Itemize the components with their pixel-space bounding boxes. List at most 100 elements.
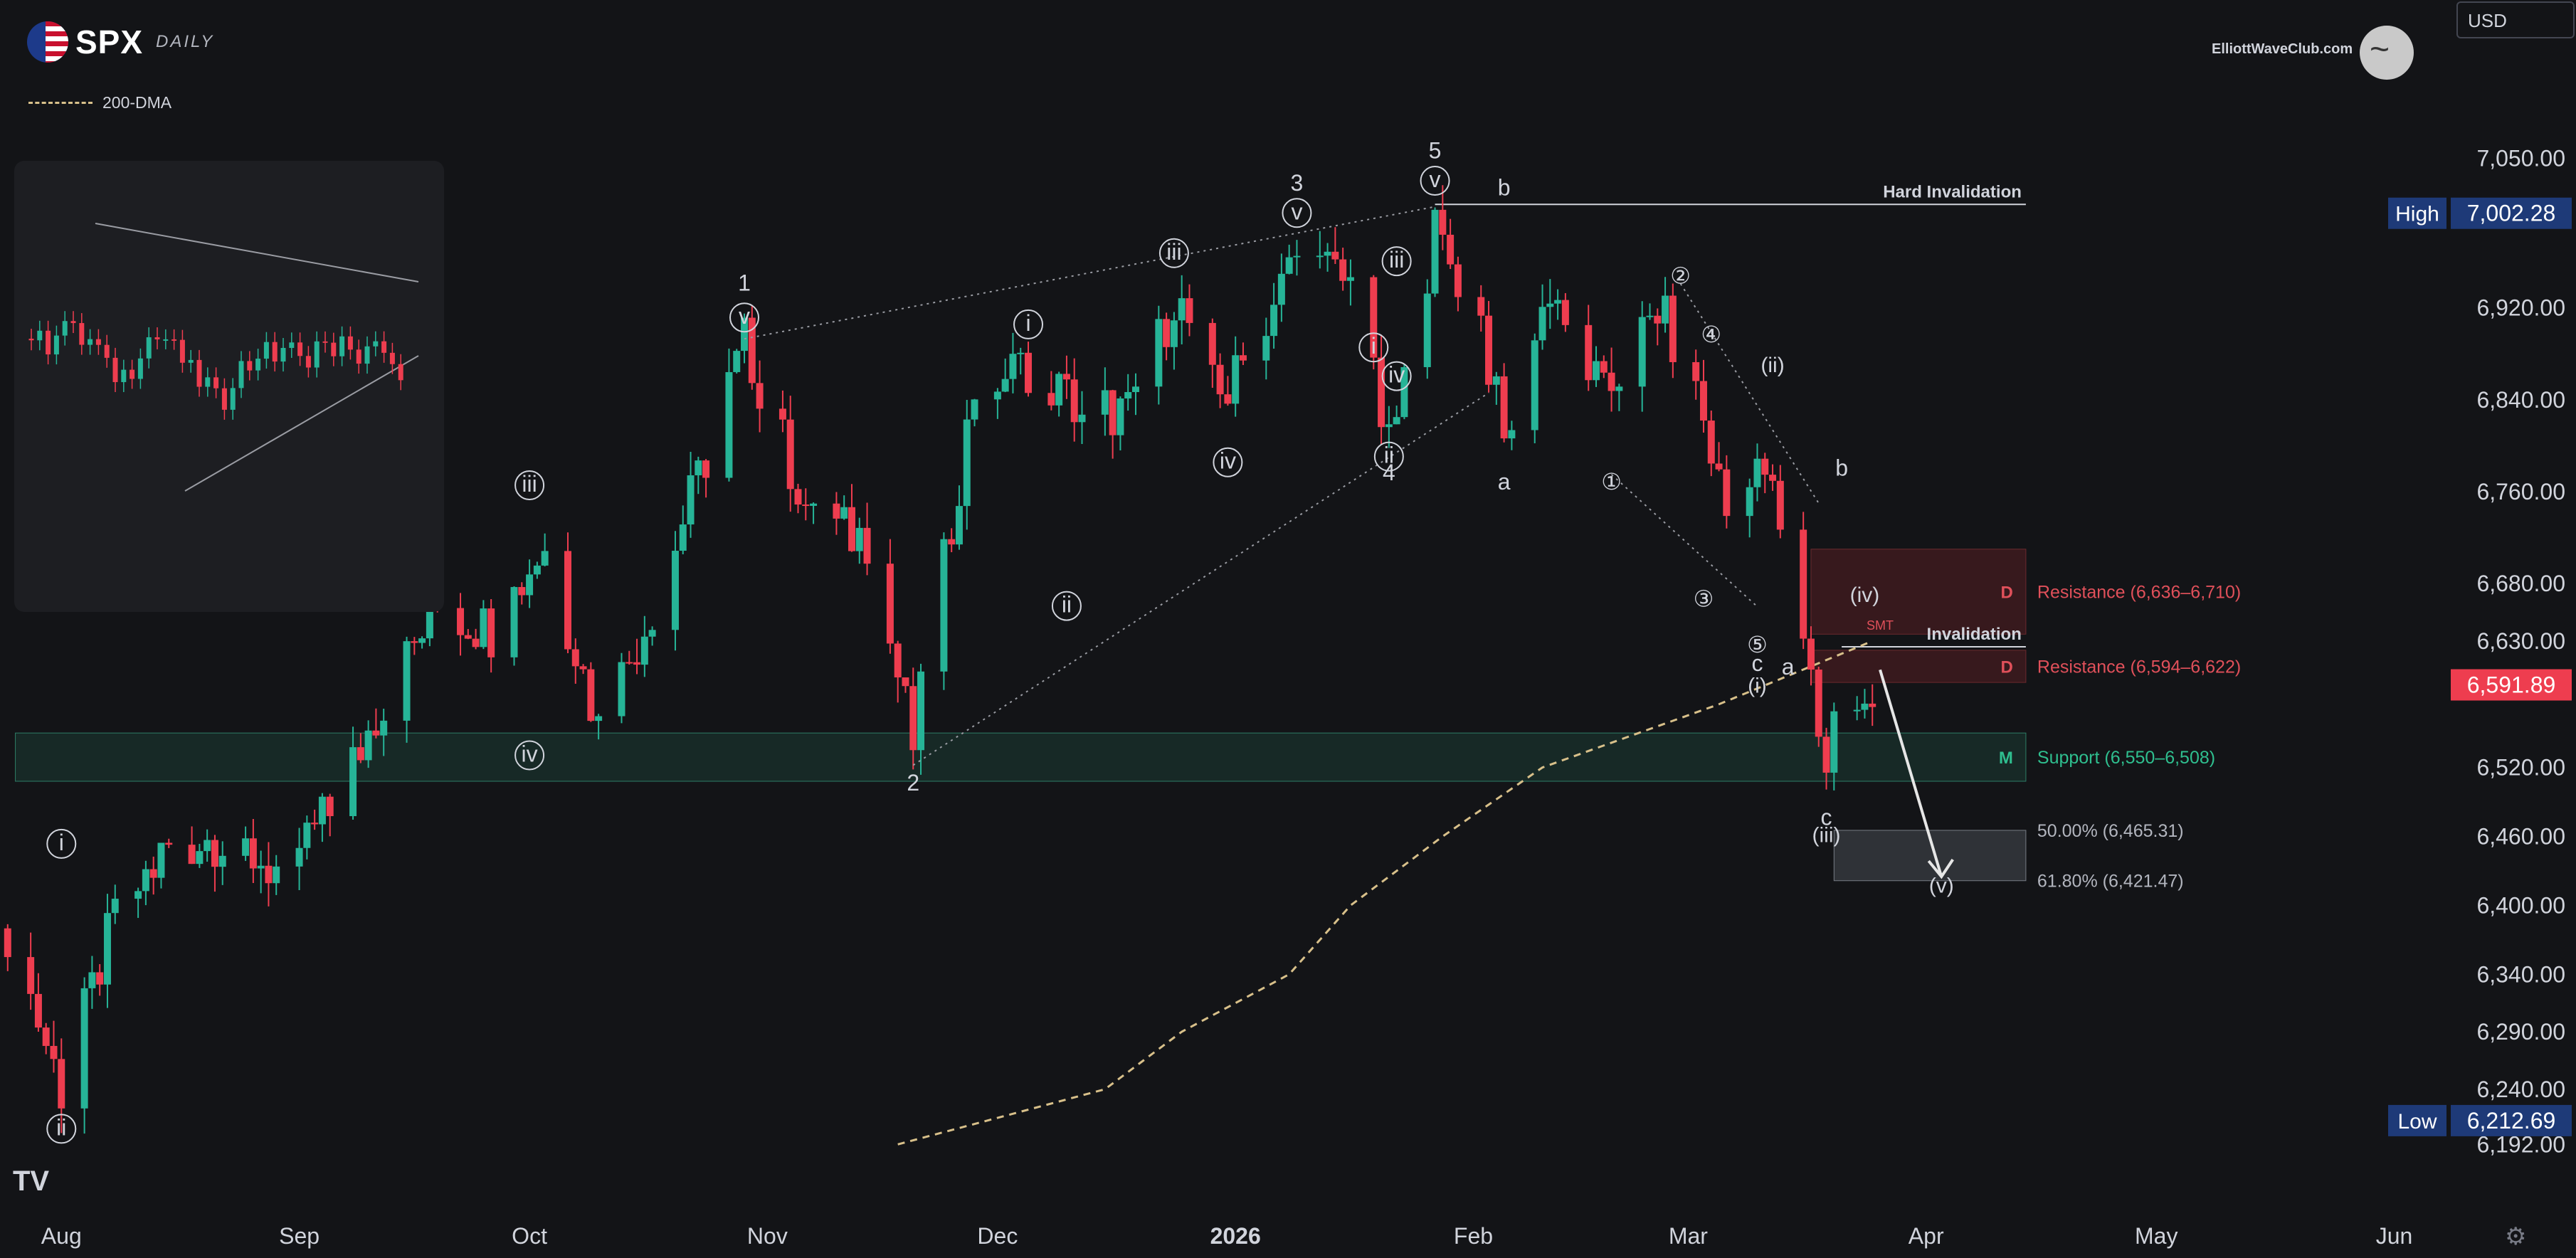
candle-body <box>1101 390 1109 415</box>
candle-body <box>1500 376 1508 439</box>
wave-label-3: 3 <box>1291 170 1304 196</box>
candle-body <box>571 649 579 667</box>
wave-label-21: b <box>1498 174 1511 200</box>
inset-body <box>289 342 295 348</box>
candle-body <box>418 638 426 643</box>
symbol-header: SPX DAILY <box>27 21 214 63</box>
candle-body <box>1163 319 1171 347</box>
ma-legend: 200-DMA <box>28 93 171 112</box>
candle-body <box>1546 303 1554 307</box>
wave-label-6: 5 <box>1429 138 1442 164</box>
candle-body <box>1746 487 1753 517</box>
candle-body <box>1385 424 1393 428</box>
high-tag: High 7,002.28 <box>2388 197 2572 229</box>
trendline-lower <box>912 392 1489 766</box>
candle-body <box>1554 300 1562 304</box>
candle-body <box>103 913 111 985</box>
projection-arrow <box>1879 669 1943 877</box>
x-tick-label-4: Dec <box>977 1223 1018 1249</box>
inset-body <box>347 336 353 350</box>
wave-circle-17 <box>1373 441 1404 472</box>
inset-body <box>53 335 59 355</box>
zone-resistance-0 <box>1810 549 2027 635</box>
trendline-upper <box>744 206 1435 340</box>
wave-label-34: (iii) <box>1812 824 1841 847</box>
candle-body <box>1170 320 1178 347</box>
candle-body <box>318 796 326 825</box>
wave-label-23: ② <box>1670 263 1691 289</box>
wave-label-19: iv <box>1388 362 1405 388</box>
candle-body <box>1078 414 1086 423</box>
candle-body <box>372 730 380 736</box>
wave-label-17: ii <box>1384 443 1394 468</box>
inset-body <box>88 339 93 345</box>
candle-body <box>687 475 695 525</box>
candle-body <box>1608 372 1615 391</box>
wave-circle-11 <box>514 740 545 771</box>
y-tick-label-8: 6,400.00 <box>2476 892 2565 918</box>
wave-label-28: b <box>1835 455 1848 480</box>
inset-body <box>112 357 118 383</box>
wave-label-27: (ii) <box>1761 354 1784 377</box>
brand-logo-icon <box>2360 26 2414 80</box>
last-price-tag-value-bg <box>2451 669 2572 701</box>
wave-label-5: 4 <box>1383 460 1395 485</box>
wave-label-0: 1 <box>738 270 751 295</box>
candle-body <box>1378 357 1385 428</box>
level-label-1: Invalidation <box>1927 625 2022 644</box>
timeframe-label: DAILY <box>156 32 215 51</box>
inset-body <box>230 388 236 410</box>
inset-body <box>263 342 269 359</box>
inset-body <box>255 359 261 371</box>
wave-circle-13 <box>1051 591 1082 621</box>
candle-body <box>1561 300 1569 325</box>
inset-body <box>179 339 185 363</box>
inset-body <box>305 356 311 368</box>
candle-body <box>1131 386 1139 393</box>
y-tick-label-2: 6,840.00 <box>2476 387 2565 413</box>
y-tick-label-5: 6,630.00 <box>2476 628 2565 654</box>
candle-body <box>1001 379 1009 392</box>
candle-body <box>1208 322 1216 365</box>
currency-select[interactable]: USD <box>2456 1 2575 38</box>
y-tick-label-3: 6,760.00 <box>2476 479 2565 504</box>
candle-body <box>1585 324 1593 381</box>
inset-body <box>373 341 379 347</box>
candle-body <box>1822 736 1830 773</box>
wave-circle-1 <box>729 302 760 333</box>
candle-body <box>1692 361 1700 381</box>
inset-body <box>46 330 51 355</box>
inset-body <box>389 352 395 364</box>
inset-body <box>95 339 101 345</box>
candle-body <box>1239 355 1247 361</box>
candle-body <box>963 419 971 507</box>
inset-body <box>104 344 110 358</box>
wave-label-14: iii <box>1166 239 1181 265</box>
high-tag-value-bg <box>2451 197 2572 229</box>
candle-body <box>510 587 518 657</box>
candle-body <box>88 972 96 988</box>
zone-letter-0: D <box>2001 583 2013 603</box>
y-tick-label-11: 6,240.00 <box>2476 1077 2565 1102</box>
candle-body <box>1715 463 1723 470</box>
us-flag-icon <box>27 21 68 63</box>
candle-body <box>756 383 764 409</box>
high-tag-value: 7,002.28 <box>2467 201 2556 226</box>
y-tick-label-1: 6,920.00 <box>2476 295 2565 321</box>
candle-body <box>1017 352 1025 354</box>
candle-body <box>1186 298 1193 323</box>
candle-body <box>211 840 218 867</box>
candle-body <box>679 524 687 551</box>
candle-body <box>311 823 319 825</box>
inset-body <box>272 342 278 362</box>
candle-body <box>741 317 749 352</box>
x-tick-label-2: Oct <box>512 1223 547 1249</box>
candle-body <box>1047 393 1055 406</box>
candle-body <box>1761 458 1769 475</box>
candle-body <box>1492 376 1500 385</box>
candle-body <box>257 865 265 869</box>
settings-gear-icon[interactable]: ⚙ <box>2505 1223 2527 1250</box>
candle-body <box>1508 430 1516 439</box>
candle-body <box>1807 638 1815 670</box>
